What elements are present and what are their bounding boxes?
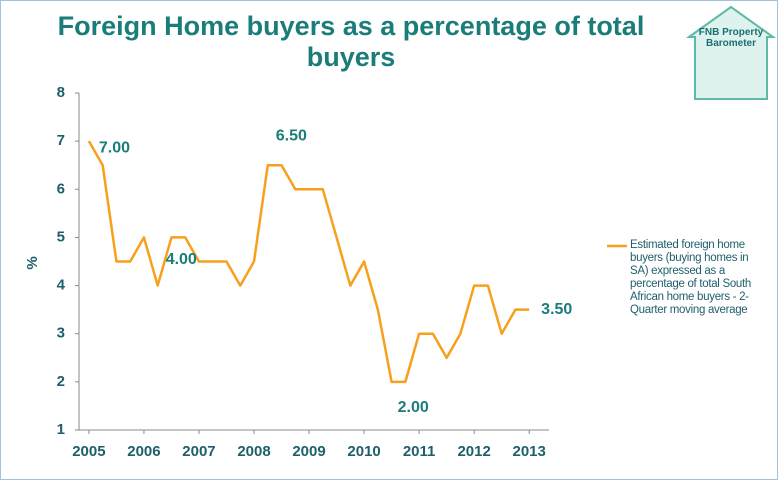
data-line <box>87 140 530 384</box>
data-label: 6.50 <box>276 127 307 144</box>
data-label: 7.00 <box>99 139 130 156</box>
chart-title: Foreign Home buyers as a percentage of t… <box>57 11 645 72</box>
x-tick-label: 2010 <box>347 443 380 460</box>
y-tick-label: 3 <box>57 325 65 342</box>
y-tick-label: 4 <box>57 277 66 294</box>
x-tick-label: 2011 <box>403 443 436 460</box>
y-tick-label: 6 <box>57 180 65 197</box>
logo-house <box>685 5 777 100</box>
x-tick-label: 2009 <box>292 443 325 460</box>
y-tick-label: 2 <box>57 373 65 390</box>
data-label: 3.50 <box>541 301 572 318</box>
x-tick-label: 2012 <box>457 443 490 460</box>
legend-label: Estimated foreign home buyers (buying ho… <box>630 239 752 316</box>
data-label: 2.00 <box>398 399 429 416</box>
data-label: 4.00 <box>166 251 197 268</box>
x-tick-label: 2008 <box>237 443 270 460</box>
y-tick-label: 8 <box>57 84 65 101</box>
x-tick-label: 2013 <box>512 443 545 460</box>
y-tick-label: 5 <box>57 228 65 245</box>
x-tick-label: 2005 <box>72 443 105 460</box>
x-tick-label: 2007 <box>182 443 215 460</box>
y-tick-label: 7 <box>57 132 65 149</box>
y-tick-label: 1 <box>57 421 65 438</box>
y-axis-label: % <box>24 256 41 269</box>
logo-text: FNB Property Barometer <box>698 27 764 49</box>
x-tick-label: 2006 <box>127 443 160 460</box>
